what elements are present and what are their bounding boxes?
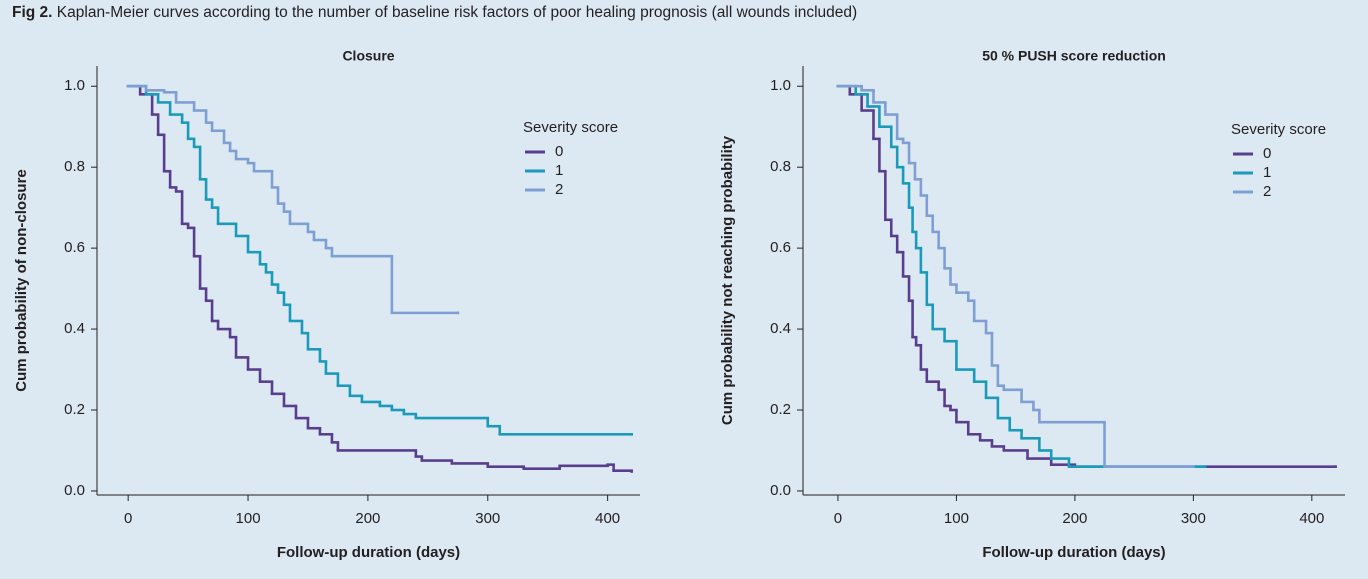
y-tick-label: 0.6 [64, 239, 85, 256]
legend-label: 0 [555, 143, 563, 160]
x-tick-label: 0 [834, 510, 842, 527]
y-tick-label: 1.0 [64, 77, 85, 94]
legend-label: 2 [555, 181, 563, 198]
y-tick-label: 0.0 [64, 482, 85, 499]
y-tick-label: 0.8 [770, 158, 791, 175]
x-tick-label: 300 [1181, 510, 1206, 527]
legend-label: 2 [1263, 183, 1271, 200]
x-tick-label: 100 [944, 510, 969, 527]
y-tick-label: 0.8 [64, 158, 85, 175]
y-tick-label: 0.4 [64, 320, 85, 337]
y-tick-label: 0.2 [64, 401, 85, 418]
x-tick-label: 300 [475, 510, 500, 527]
figure-label: Fig 2. [12, 4, 53, 21]
y-tick-label: 1.0 [770, 77, 791, 94]
x-tick-label: 200 [355, 510, 380, 527]
chart-title: 50 % PUSH score reduction [982, 48, 1166, 64]
y-axis-label: Cum probability of non-closure [13, 169, 30, 392]
legend-label: 1 [555, 162, 563, 179]
y-axis-label: Cum probability not reaching probability [719, 135, 736, 425]
legend-title: Severity score [1231, 121, 1326, 138]
chart-title: Closure [342, 48, 394, 64]
x-tick-label: 0 [124, 510, 132, 527]
legend-title: Severity score [523, 119, 618, 136]
x-axis-label: Follow-up duration (days) [982, 544, 1165, 561]
figure-caption-text: Kaplan-Meier curves according to the num… [56, 4, 858, 21]
x-tick-label: 400 [595, 510, 620, 527]
legend-label: 1 [1263, 164, 1271, 181]
y-tick-label: 0.0 [770, 482, 791, 499]
y-tick-label: 0.4 [770, 320, 791, 337]
x-tick-label: 100 [236, 510, 261, 527]
x-tick-label: 400 [1299, 510, 1324, 527]
y-tick-label: 0.6 [770, 239, 791, 256]
figure-caption: Fig 2. Kaplan-Meier curves according to … [12, 4, 857, 22]
y-tick-label: 0.2 [770, 401, 791, 418]
legend-label: 0 [1263, 145, 1271, 162]
x-axis-label: Follow-up duration (days) [277, 544, 460, 561]
x-tick-label: 200 [1062, 510, 1087, 527]
